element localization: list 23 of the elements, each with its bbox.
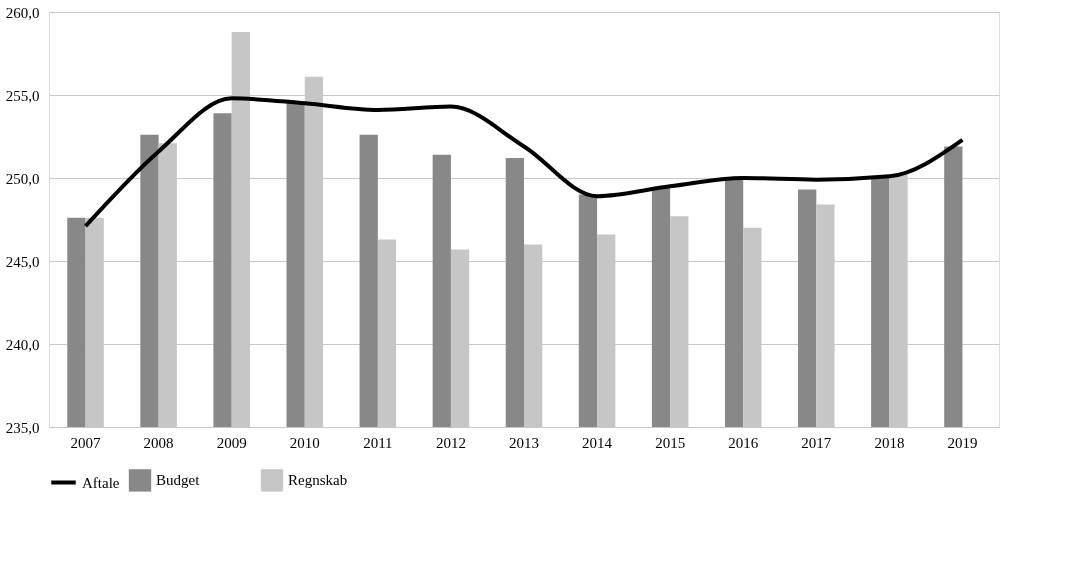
y-tick-label: 235,0 xyxy=(5,419,40,436)
x-tick-label: 2009 xyxy=(216,434,247,451)
x-tick-label: 2012 xyxy=(435,434,466,451)
y-tick-label: 245,0 xyxy=(5,253,40,270)
y-tick-label: 260,0 xyxy=(5,4,40,21)
x-tick-label: 2008 xyxy=(143,434,174,451)
x-tick-label: 2007 xyxy=(70,434,102,451)
line-series xyxy=(83,96,965,229)
x-tick-label: 2015 xyxy=(655,434,686,451)
x-tick-label: 2010 xyxy=(289,434,320,451)
legend-label: Aftale xyxy=(82,474,120,491)
x-tick-label: 2016 xyxy=(728,434,759,451)
legend-label: Regnskab xyxy=(288,472,348,489)
x-tick-label: 2013 xyxy=(509,434,539,451)
y-tick-label: 240,0 xyxy=(5,336,40,353)
x-tick-label: 2014 xyxy=(582,434,613,451)
y-tick-label: 255,0 xyxy=(5,87,40,104)
x-tick-label: 2011 xyxy=(363,434,393,451)
x-tick-label: 2019 xyxy=(947,434,978,451)
y-tick-label: 250,0 xyxy=(5,170,40,187)
x-tick-label: 2018 xyxy=(874,434,905,451)
x-tick-label: 2017 xyxy=(801,434,832,451)
legend-label: Budget xyxy=(156,472,201,489)
